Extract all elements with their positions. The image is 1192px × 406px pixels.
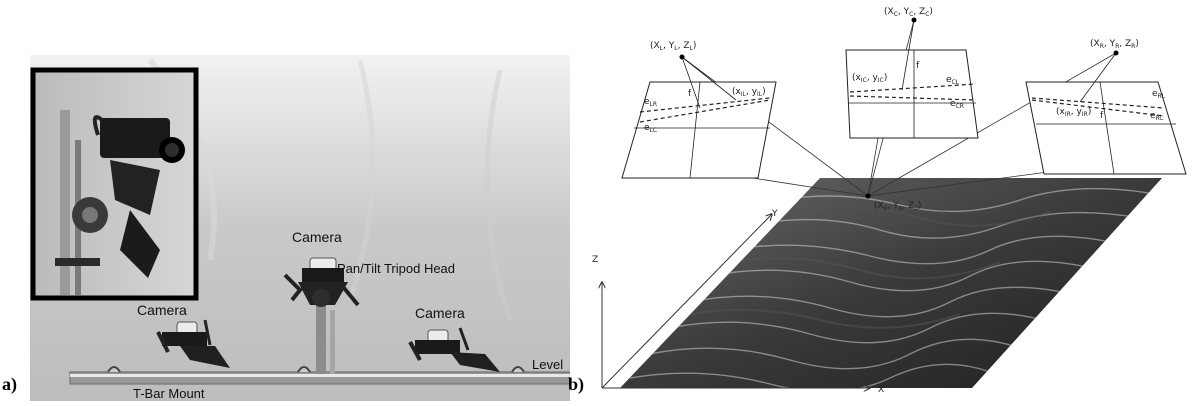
water-surface bbox=[620, 178, 1162, 388]
focal-right: f bbox=[1100, 111, 1104, 121]
focal-left: f bbox=[688, 89, 692, 99]
center-image-plane bbox=[845, 19, 979, 139]
epipole-cr: eCR bbox=[950, 99, 964, 110]
image-point-right: (xIR, yIR) bbox=[1056, 107, 1091, 118]
coord-left-label: (XL, YL, ZL) bbox=[650, 41, 696, 52]
image-point-center: (xIC, yIC) bbox=[852, 73, 887, 84]
coord-ground-label: (Xo, Yo, Zo) bbox=[874, 201, 921, 212]
camera-rig-photo: Camera Pan/Tilt Tripod Head Camera Camer… bbox=[30, 0, 571, 401]
axis-y-label: Y bbox=[771, 209, 778, 219]
right-image-plane bbox=[1025, 52, 1187, 175]
geometry-svg: Z X Y bbox=[592, 7, 1187, 395]
label-camera-left: Camera bbox=[137, 302, 187, 318]
axis-z-label: Z bbox=[592, 255, 598, 265]
left-image-plane bbox=[621, 56, 777, 179]
label-camera-right: Camera bbox=[415, 305, 465, 321]
point-left-camera bbox=[679, 54, 685, 60]
epipole-rl: eRL bbox=[1152, 89, 1166, 100]
panel-b-letter: b) bbox=[568, 374, 585, 394]
epipole-lr: eLR bbox=[644, 97, 657, 108]
epipole-lc: eLC bbox=[644, 123, 657, 134]
point-right-camera bbox=[1113, 50, 1119, 56]
label-level: Level bbox=[532, 357, 564, 372]
focal-center: f bbox=[916, 61, 920, 71]
label-camera-top: Camera bbox=[292, 229, 342, 245]
y-axis bbox=[601, 214, 772, 389]
coord-center-label: (XC, YC, ZC) bbox=[884, 7, 933, 18]
epipole-rc: eRC bbox=[1150, 111, 1164, 122]
stereo-geometry-diagram: Z X Y bbox=[580, 0, 1192, 401]
image-point-left: (xIL, yIL) bbox=[732, 87, 766, 98]
panel-a-letter: a) bbox=[2, 374, 17, 394]
label-tbar-mount: T-Bar Mount bbox=[133, 386, 205, 401]
epipole-cl: eCL bbox=[946, 75, 960, 86]
coord-right-label: (XR, YR, ZR) bbox=[1090, 39, 1139, 50]
axis-x-label: X bbox=[878, 385, 884, 395]
camera-rig-illustration bbox=[30, 55, 571, 401]
point-center-camera bbox=[911, 17, 917, 23]
point-ground bbox=[865, 193, 871, 199]
label-tripod-head: Pan/Tilt Tripod Head bbox=[337, 261, 456, 276]
